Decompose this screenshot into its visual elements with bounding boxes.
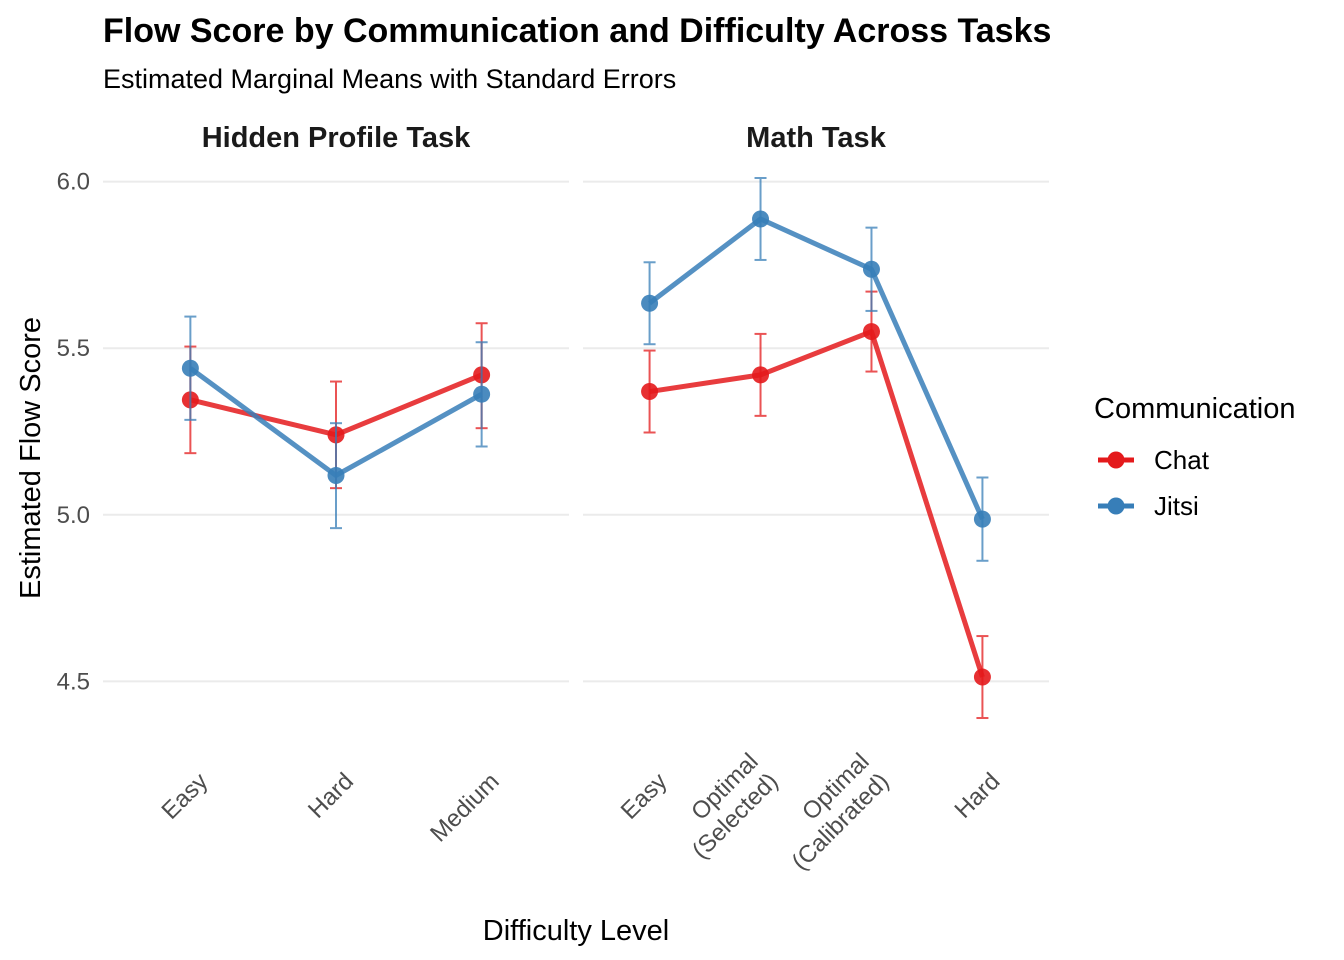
data-point-math-chat	[752, 366, 770, 384]
chart-title: Flow Score by Communication and Difficul…	[103, 12, 1051, 50]
data-point-math-jitsi	[862, 260, 880, 278]
data-point-hidden-profile-jitsi	[181, 359, 199, 377]
legend-item-jitsi: Jitsi	[1098, 491, 1199, 521]
legend: Chat Jitsi	[1098, 445, 1210, 521]
legend-key-point	[1107, 451, 1125, 469]
x-tick-label-line: Hard	[303, 768, 359, 824]
x-tick-label-math-optimal-selected: Optimal(Selected)	[667, 748, 783, 864]
legend-title: Communication	[1094, 393, 1295, 425]
x-tick-label-hidden-profile-hard: Hard	[303, 768, 359, 824]
x-tick-label-text: Medium	[425, 768, 504, 847]
x-tick-label-math-hard: Hard	[950, 768, 1006, 824]
x-tick-label-line: Hard	[950, 768, 1006, 824]
data-point-math-chat	[862, 323, 880, 341]
legend-item-chat: Chat	[1098, 445, 1210, 475]
x-axis-title: Difficulty Level	[483, 915, 669, 947]
data-point-math-jitsi	[973, 510, 991, 528]
data-point-math-chat	[973, 668, 991, 686]
facet-title-math: Math Task	[746, 122, 887, 154]
x-tick-label-line: Medium	[425, 768, 504, 847]
x-tick-label-hidden-profile-medium: Medium	[425, 768, 504, 847]
x-tick-label-line: Easy	[616, 768, 673, 825]
data-point-hidden-profile-jitsi	[327, 466, 345, 484]
facet-title-hidden-profile: Hidden Profile Task	[202, 122, 471, 154]
y-tick-label: 5.0	[57, 502, 90, 529]
data-point-math-jitsi	[641, 294, 659, 312]
legend-label-chat: Chat	[1154, 445, 1210, 475]
y-tick-label: 5.5	[57, 335, 90, 362]
x-tick-label-text: Easy	[157, 768, 214, 825]
x-tick-label-math-optimal-calibrated: Optimal(Calibrated)	[767, 748, 895, 876]
series-line-math-jitsi	[648, 216, 985, 521]
legend-label-jitsi: Jitsi	[1154, 491, 1199, 521]
y-tick-label: 6.0	[57, 169, 90, 196]
y-axis-title: Estimated Flow Score	[15, 317, 47, 599]
x-tick-label-line: Easy	[157, 768, 214, 825]
x-tick-label-text: Optimal(Calibrated)	[767, 748, 895, 876]
data-point-math-chat	[641, 383, 659, 401]
x-tick-label-text: Hard	[303, 768, 359, 824]
x-tick-label-text: Easy	[616, 768, 673, 825]
x-tick-label-text: Hard	[950, 768, 1006, 824]
x-tick-label-hidden-profile-easy: Easy	[157, 768, 214, 825]
data-point-math-jitsi	[752, 210, 770, 228]
data-point-hidden-profile-jitsi	[473, 385, 491, 403]
legend-key-point	[1107, 497, 1125, 515]
x-tick-label-text: Optimal(Selected)	[667, 748, 783, 864]
chart-subtitle: Estimated Marginal Means with Standard E…	[103, 64, 676, 94]
x-tick-label-math-easy: Easy	[616, 768, 673, 825]
y-tick-label: 4.5	[57, 668, 90, 695]
series-line-math-chat	[649, 329, 985, 678]
